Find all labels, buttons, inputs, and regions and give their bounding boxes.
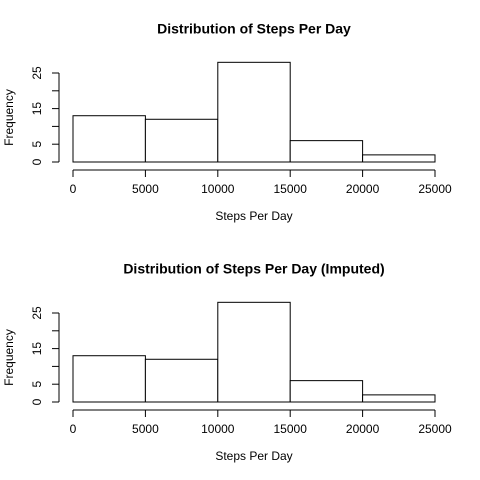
x-tick-label: 25000	[418, 182, 452, 196]
y-tick-label: 0	[30, 398, 44, 405]
y-tick-label: 5	[30, 381, 44, 388]
chart-title: Distribution of Steps Per Day	[157, 21, 351, 37]
bar	[217, 301, 291, 403]
x-tick-label: 15000	[274, 182, 308, 196]
bar	[72, 115, 146, 163]
x-tick-label: 25000	[418, 422, 452, 436]
y-tick-label: 5	[30, 141, 44, 148]
x-tick-label: 5000	[132, 182, 159, 196]
x-axis-label: Steps Per Day	[215, 209, 292, 223]
y-axis-label: Frequency	[2, 89, 16, 146]
bar	[362, 154, 436, 163]
x-tick-label: 20000	[346, 422, 380, 436]
bar	[217, 61, 291, 163]
x-tick-label: 10000	[201, 422, 235, 436]
bar	[362, 394, 436, 403]
y-tick-label: 15	[30, 342, 44, 356]
y-tick-label: 25	[30, 66, 44, 80]
x-tick-label: 10000	[201, 182, 235, 196]
bar	[289, 140, 364, 163]
chart-title: Distribution of Steps Per Day (Imputed)	[123, 261, 384, 277]
bar	[289, 380, 364, 403]
y-axis-label: Frequency	[2, 329, 16, 386]
bar	[144, 118, 219, 163]
y-tick-label: 0	[30, 158, 44, 165]
x-tick-label: 0	[70, 422, 77, 436]
bar	[72, 355, 146, 403]
x-tick-label: 0	[70, 182, 77, 196]
x-axis-label: Steps Per Day	[215, 449, 292, 463]
x-tick-label: 5000	[132, 422, 159, 436]
x-tick-label: 20000	[346, 182, 380, 196]
y-tick-label: 25	[30, 306, 44, 320]
x-tick-label: 15000	[274, 422, 308, 436]
bar	[144, 358, 219, 403]
y-tick-label: 15	[30, 102, 44, 116]
